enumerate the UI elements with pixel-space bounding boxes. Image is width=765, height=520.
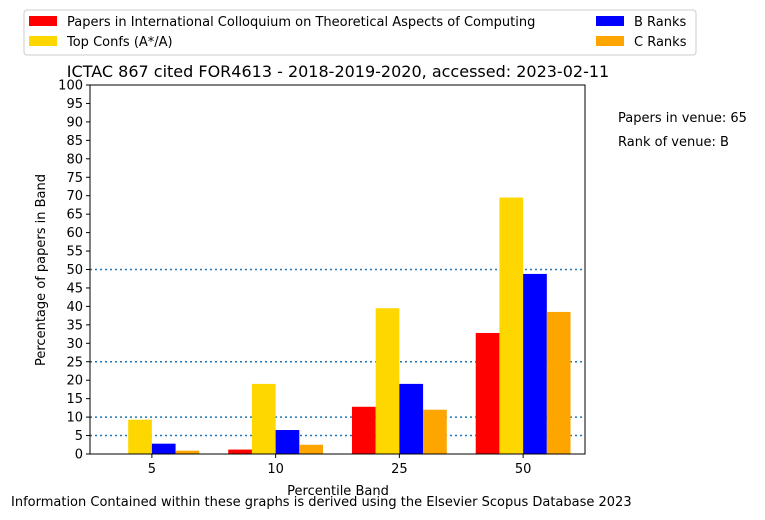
legend-swatch-3 bbox=[596, 16, 624, 26]
y-tick-label-80: 80 bbox=[66, 152, 83, 167]
bar-3-5 bbox=[151, 443, 176, 454]
legend-frame bbox=[23, 9, 697, 56]
legend-swatch-4 bbox=[596, 36, 624, 46]
y-tick-label-0: 0 bbox=[75, 448, 83, 463]
bar-4-10 bbox=[299, 444, 324, 454]
bar-3-10 bbox=[275, 430, 300, 454]
y-tick-label-50: 50 bbox=[66, 263, 83, 278]
legend-label-1: Papers in International Colloquium on Th… bbox=[67, 15, 535, 30]
rank-of-venue-note: Rank of venue: B bbox=[618, 135, 729, 150]
legend: Papers in International Colloquium on Th… bbox=[23, 9, 697, 56]
y-tick-label-100: 100 bbox=[58, 79, 83, 94]
x-tick-label-50: 50 bbox=[515, 462, 532, 477]
bar-4-5 bbox=[175, 450, 200, 454]
bar-2-5 bbox=[128, 419, 152, 454]
legend-label-3: B Ranks bbox=[634, 15, 687, 30]
y-tick-label-5: 5 bbox=[75, 429, 83, 444]
bar-1-25 bbox=[351, 406, 376, 454]
y-tick-label-90: 90 bbox=[66, 115, 83, 130]
bar-1-50 bbox=[475, 332, 500, 454]
legend-swatch-2 bbox=[29, 36, 57, 46]
y-tick-label-30: 30 bbox=[66, 337, 83, 352]
y-tick-label-55: 55 bbox=[66, 245, 83, 260]
bar-1-10 bbox=[228, 449, 252, 454]
y-tick-label-65: 65 bbox=[66, 208, 83, 223]
y-tick-label-60: 60 bbox=[66, 226, 83, 241]
y-axis-label: Percentage of papers in Band bbox=[34, 174, 49, 366]
legend-label-2: Top Confs (A*/A) bbox=[66, 35, 173, 50]
bar-3-50 bbox=[523, 273, 547, 454]
x-tick-label-25: 25 bbox=[391, 462, 408, 477]
bar-4-50 bbox=[546, 311, 571, 454]
bar-2-25 bbox=[375, 308, 400, 454]
data-source-footer: Information Contained within these graph… bbox=[11, 495, 632, 510]
y-tick-label-15: 15 bbox=[66, 392, 83, 407]
x-axis-label: Percentile Band bbox=[287, 484, 389, 499]
y-tick-label-20: 20 bbox=[66, 374, 83, 389]
legend-label-4: C Ranks bbox=[634, 35, 687, 50]
y-tick-label-10: 10 bbox=[66, 411, 83, 426]
y-tick-label-95: 95 bbox=[66, 97, 83, 112]
bar-4-25 bbox=[423, 409, 447, 454]
x-tick-label-5: 5 bbox=[148, 462, 156, 477]
legend-swatch-1 bbox=[29, 16, 57, 26]
bar-3-25 bbox=[399, 383, 424, 454]
y-tick-label-70: 70 bbox=[66, 189, 83, 204]
bar-2-50 bbox=[499, 197, 524, 455]
y-tick-label-25: 25 bbox=[66, 355, 83, 370]
y-tick-label-35: 35 bbox=[66, 318, 83, 333]
y-tick-label-85: 85 bbox=[66, 134, 83, 149]
y-tick-label-75: 75 bbox=[66, 171, 83, 186]
bar-2-10 bbox=[251, 383, 276, 454]
chart-title: ICTAC 867 cited FOR4613 - 2018-2019-2020… bbox=[67, 62, 609, 81]
y-tick-label-45: 45 bbox=[66, 281, 83, 296]
y-tick-label-40: 40 bbox=[66, 300, 83, 315]
papers-in-venue-note: Papers in venue: 65 bbox=[618, 111, 747, 126]
x-tick-label-10: 10 bbox=[267, 462, 284, 477]
